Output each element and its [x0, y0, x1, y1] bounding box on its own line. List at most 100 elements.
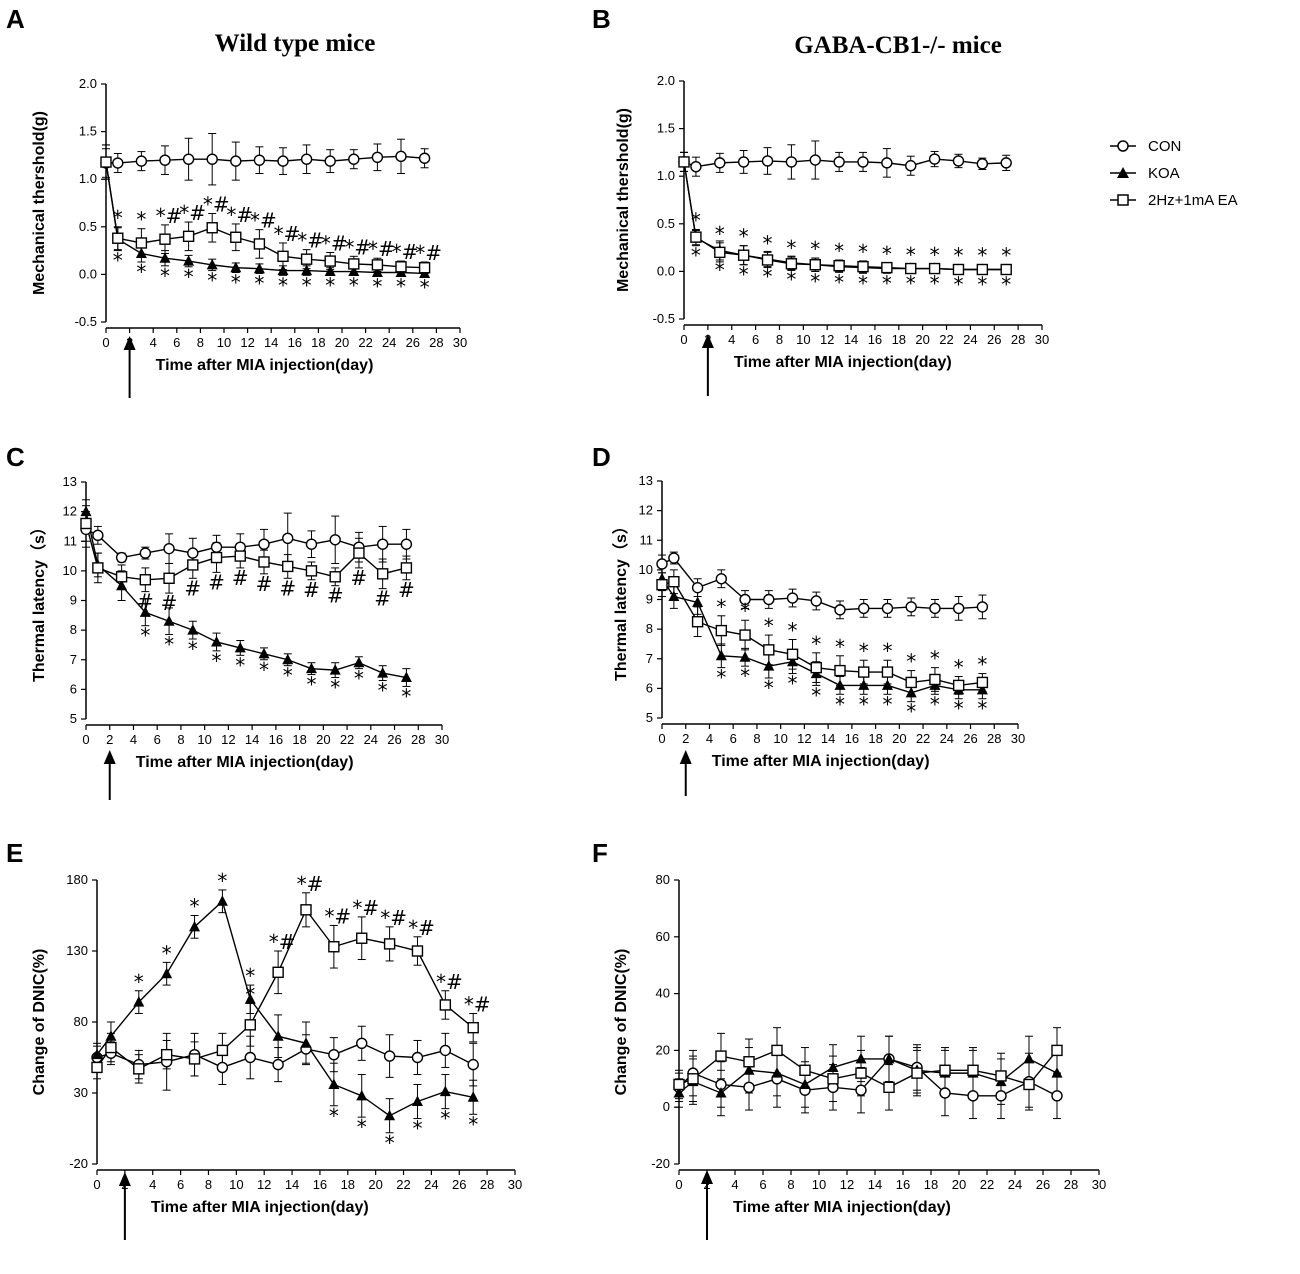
point-ea: [1023, 1078, 1035, 1091]
point-koa: [787, 655, 799, 667]
point-ea: [929, 673, 941, 686]
point-koa: [371, 266, 383, 277]
significance-mark: *: [882, 692, 892, 716]
significance-mark: *: [306, 673, 316, 697]
y-tick-label: 7: [70, 652, 77, 667]
point-ea: [952, 679, 965, 692]
point-koa: [253, 262, 265, 274]
significance-mark: *: [906, 700, 916, 724]
point-con: [763, 593, 775, 606]
point-con: [115, 551, 128, 564]
y-tick-label: -0.5: [75, 314, 97, 329]
x-tick-label: 20: [316, 732, 330, 747]
significance-mark: *: [330, 676, 340, 700]
significance-mark: *: [184, 265, 194, 289]
point-con: [187, 547, 199, 559]
significance-mark: *: [134, 970, 144, 994]
point-con: [881, 602, 894, 615]
point-koa: [439, 1085, 451, 1097]
significance-mark: *#: [179, 201, 206, 225]
point-ea: [282, 560, 294, 573]
x-tick-label: 18: [924, 1177, 938, 1192]
point-ea: [371, 259, 384, 271]
x-tick-label: 22: [980, 1177, 994, 1192]
x-tick-label: 0: [680, 332, 687, 347]
significance-mark: *#: [352, 896, 379, 920]
point-koa: [1023, 1052, 1035, 1064]
x-tick-label: 16: [313, 1177, 327, 1192]
point-koa: [80, 505, 92, 517]
point-koa: [881, 679, 893, 690]
significance-mark: *: [113, 206, 123, 230]
x-axis-label: Time after MIA injection(day): [733, 1199, 951, 1216]
point-koa: [834, 679, 846, 690]
y-tick-label: 80: [74, 1014, 88, 1029]
x-tick-label: 2: [682, 731, 689, 746]
significance-mark: *#: [203, 192, 230, 216]
point-ea: [763, 644, 775, 656]
significance-mark: *: [188, 637, 198, 661]
point-ea: [411, 945, 424, 957]
point-con: [135, 155, 148, 167]
significance-mark: *: [977, 653, 987, 677]
arrow-head: [701, 334, 714, 348]
point-koa: [328, 1078, 340, 1089]
x-tick-label: 18: [292, 732, 306, 747]
significance-mark: *#: [269, 930, 296, 954]
point-con: [159, 154, 171, 166]
significance-mark: *#: [380, 906, 407, 930]
point-ea: [737, 249, 750, 261]
point-koa: [976, 683, 988, 695]
point-ea: [418, 262, 431, 274]
x-tick-label: 22: [340, 732, 354, 747]
panel-letter-f: F: [592, 838, 608, 868]
point-ea: [305, 565, 318, 577]
point-koa: [91, 1048, 103, 1060]
x-tick-label: 30: [1092, 1177, 1106, 1192]
significance-mark: *: [859, 639, 869, 663]
significance-mark: #: [137, 590, 154, 614]
significance-mark: *: [811, 683, 821, 707]
point-ea: [771, 1044, 783, 1057]
point-koa: [348, 265, 360, 277]
significance-mark: #: [398, 578, 415, 602]
significance-mark: *: [953, 272, 963, 296]
significance-mark: *: [954, 656, 964, 680]
point-con: [857, 156, 869, 168]
significance-mark: *: [954, 697, 964, 721]
significance-mark: *#: [344, 235, 371, 259]
significance-mark: *: [217, 869, 227, 893]
x-tick-label: 30: [508, 1177, 522, 1192]
point-koa: [715, 649, 727, 661]
point-ea: [272, 966, 284, 978]
point-con: [163, 542, 175, 555]
significance-mark: *#: [368, 237, 395, 261]
significance-mark: *: [136, 260, 146, 284]
significance-mark: *: [859, 692, 869, 716]
point-con: [258, 538, 270, 550]
significance-mark: *: [136, 208, 146, 232]
y-tick-label: 5: [646, 710, 653, 725]
significance-mark: *: [235, 653, 245, 677]
x-tick-label: 28: [1011, 332, 1025, 347]
point-ea: [467, 1021, 479, 1034]
significance-mark: *: [858, 240, 868, 264]
point-koa: [216, 895, 228, 906]
point-ea: [353, 547, 365, 559]
point-ea: [714, 246, 726, 259]
left-column-title: Wild type mice: [215, 30, 376, 57]
significance-mark: *: [162, 941, 172, 965]
significance-mark: *: [739, 263, 749, 287]
point-ea: [395, 261, 407, 273]
point-ea: [258, 556, 270, 568]
significance-mark: *: [212, 649, 222, 673]
panel-f-dnic-knockout: -20020406080024681012141618202224262830T…: [613, 872, 1106, 1240]
point-con: [253, 154, 266, 166]
x-tick-label: 16: [868, 332, 882, 347]
point-con: [383, 1050, 396, 1062]
point-con: [785, 156, 798, 168]
x-tick-label: 12: [240, 335, 254, 350]
x-tick-label: 8: [776, 332, 783, 347]
point-con: [282, 532, 294, 544]
